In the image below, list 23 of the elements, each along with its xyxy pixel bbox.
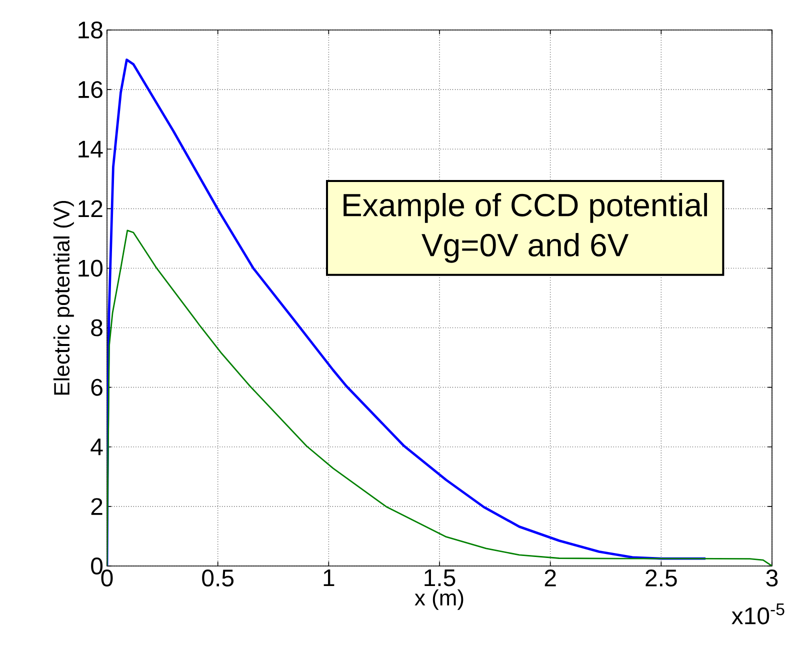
x-tick-label: 0.5 [202,570,234,587]
x-tick-label: 2.5 [646,570,677,587]
y-tick-label: 14 [78,140,103,158]
y-tick-label: 2 [91,498,102,515]
annotation: Vg=0V and 6V [422,233,629,263]
line-series [107,58,707,566]
y-axis-title: Electric potential (V) [53,200,74,395]
x-tick-label: 3 [766,570,778,587]
x-tick-label: 1 [324,570,334,586]
x-tick-label: 1.5 [424,570,456,586]
x-tick-label: 2 [544,570,556,586]
line-series [107,230,772,566]
y-tick-label: 12 [78,200,102,218]
y-tick-label: 8 [91,319,102,336]
x-axis-title: x (m) [414,589,464,610]
y-tick-label: 4 [90,438,103,456]
text: x10$^{-5}$ [732,604,784,624]
y-tick-label: 18 [78,22,102,38]
y-tick-label: 10 [78,260,103,277]
y-tick-label: 16 [78,81,102,98]
y-tick-label: 0 [91,558,103,574]
annotation: Example of CCD potential [344,193,707,223]
y-tick-label: 6 [91,378,102,396]
